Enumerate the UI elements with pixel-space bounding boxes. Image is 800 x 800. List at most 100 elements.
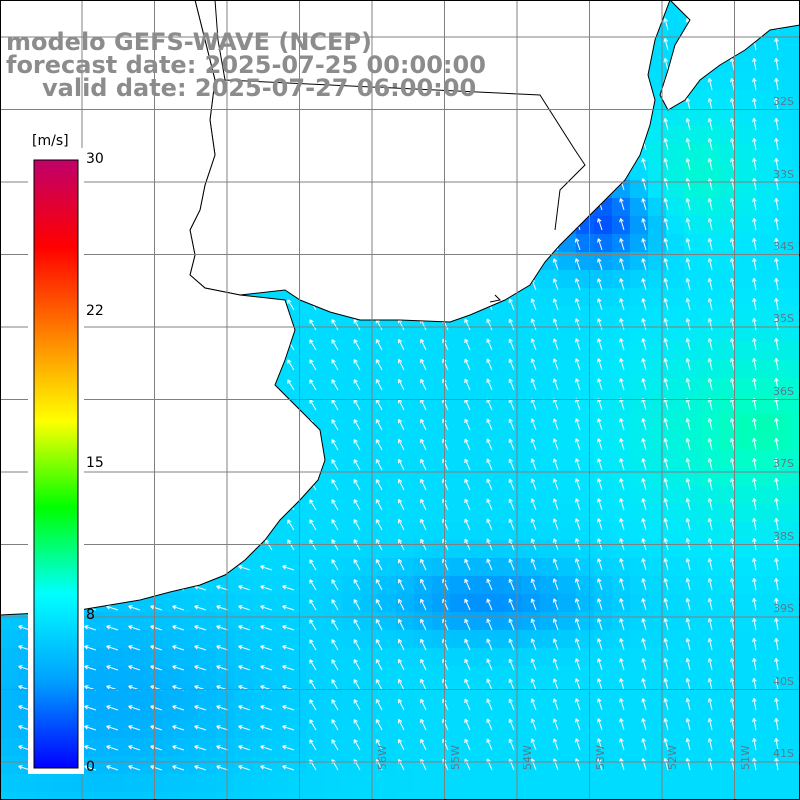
wind-arrow	[729, 317, 735, 331]
wind-arrow	[707, 657, 713, 671]
wind-cell	[144, 630, 162, 648]
wind-cell	[108, 666, 126, 684]
wind-cell	[432, 666, 450, 684]
wind-cell	[270, 756, 288, 774]
wind-cell	[666, 450, 684, 468]
wind-cell	[378, 540, 396, 558]
wind-cell	[756, 504, 774, 522]
wind-arrow	[729, 377, 735, 391]
wind-cell	[702, 720, 720, 738]
wind-cell	[450, 324, 468, 342]
wind-arrow	[331, 319, 339, 331]
wind-cell	[594, 702, 612, 720]
wind-arrow	[619, 558, 625, 571]
wind-cell	[648, 144, 666, 162]
wind-cell	[792, 648, 800, 666]
wind-cell	[324, 720, 342, 738]
wind-arrow	[597, 378, 603, 391]
wind-cell	[720, 270, 738, 288]
wind-arrow	[420, 758, 427, 771]
wind-cell	[360, 468, 378, 486]
wind-arrow	[774, 157, 779, 171]
wind-arrow	[707, 257, 713, 271]
wind-arrow	[663, 558, 669, 571]
wind-arrow	[398, 618, 405, 631]
wind-arrow	[398, 358, 405, 371]
wind-cell	[666, 378, 684, 396]
wind-arrow	[752, 717, 757, 731]
wind-cell	[288, 306, 306, 324]
wind-arrow	[331, 379, 339, 391]
wind-cell	[36, 792, 54, 800]
wind-cell	[396, 522, 414, 540]
wind-cell	[468, 630, 486, 648]
wind-cell	[342, 648, 360, 666]
wind-cell	[288, 774, 306, 792]
wind-arrow	[194, 605, 207, 611]
wind-cell	[486, 630, 504, 648]
wind-cell	[792, 756, 800, 774]
wind-cell	[216, 576, 234, 594]
wind-cell	[234, 630, 252, 648]
wind-arrow	[707, 197, 713, 211]
wind-arrow	[729, 257, 735, 271]
wind-cell	[522, 378, 540, 396]
wind-cell	[756, 792, 774, 800]
wind-cell	[702, 126, 720, 144]
wind-cell	[288, 702, 306, 720]
wind-arrow	[420, 418, 427, 431]
wind-arrow	[353, 579, 361, 591]
wind-cell	[576, 792, 594, 800]
wind-arrow	[464, 498, 471, 511]
wind-arrow	[663, 478, 669, 491]
wind-cell	[216, 630, 234, 648]
wind-cell	[756, 684, 774, 702]
wind-cell	[720, 468, 738, 486]
wind-arrow	[729, 177, 735, 191]
wind-cell	[666, 648, 684, 666]
wind-cell	[504, 342, 522, 360]
wind-cell	[648, 648, 666, 666]
wind-cell	[486, 648, 504, 666]
wind-arrow	[420, 598, 427, 611]
wind-arrow	[707, 697, 713, 711]
wind-cell	[648, 558, 666, 576]
wind-arrow	[774, 37, 779, 51]
wind-cell	[360, 450, 378, 468]
wind-arrow	[619, 618, 625, 631]
wind-cell	[522, 576, 540, 594]
wind-arrow	[508, 518, 515, 531]
wind-cell	[324, 630, 342, 648]
wind-arrow	[486, 418, 493, 431]
wind-cell	[540, 504, 558, 522]
wind-arrow	[552, 358, 559, 371]
wind-arrow	[663, 518, 669, 531]
wind-arrow	[641, 158, 647, 171]
wind-arrow	[216, 605, 229, 611]
wind-cell	[0, 756, 18, 774]
wind-cell	[774, 252, 792, 270]
wind-cell	[558, 648, 576, 666]
wind-cell	[774, 702, 792, 720]
wind-arrow	[282, 765, 295, 771]
wind-arrow	[619, 698, 625, 711]
wind-cell	[324, 738, 342, 756]
wind-arrow	[619, 478, 625, 491]
wind-cell	[0, 738, 18, 756]
wind-arrow	[194, 765, 207, 771]
wind-arrow	[774, 97, 779, 111]
wind-cell	[612, 360, 630, 378]
wind-cell	[684, 234, 702, 252]
wind-cell	[648, 180, 666, 198]
wind-arrow	[729, 357, 735, 371]
wind-arrow	[641, 518, 647, 531]
wind-cell	[738, 108, 756, 126]
wind-arrow	[597, 698, 603, 711]
wind-cell	[702, 774, 720, 792]
wind-arrow	[353, 559, 361, 571]
wind-cell	[486, 342, 504, 360]
wind-cell	[234, 576, 252, 594]
wind-arrow	[619, 738, 625, 751]
wind-arrow	[752, 577, 757, 591]
wind-cell	[756, 396, 774, 414]
